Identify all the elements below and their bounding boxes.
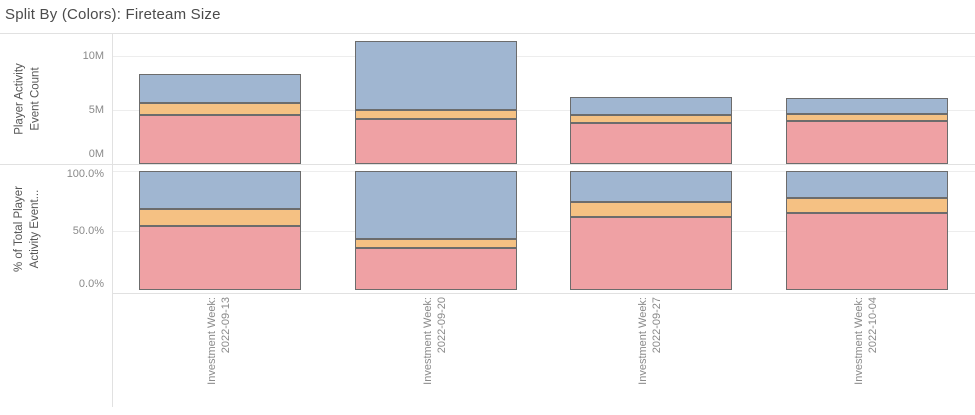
y-axis-title-line: Player Activity — [13, 62, 25, 135]
y-tick-label: 0.0% — [78, 277, 104, 290]
title-divider — [0, 33, 975, 34]
x-tick-label[interactable]: Investment Week: 2022-09-13 — [205, 297, 235, 407]
x-tick-label[interactable]: Investment Week: 2022-09-27 — [636, 297, 666, 407]
gridline — [113, 110, 975, 111]
y-tick-label: 50.0% — [72, 224, 104, 237]
y-axis-title-line: % of Total Player — [13, 185, 25, 273]
chart-title: Split By (Colors): Fireteam Size — [5, 6, 221, 23]
y-tick-label: 100.0% — [66, 168, 104, 180]
x-tick-label-line1: Investment Week: — [637, 297, 650, 385]
pink-segment[interactable] — [786, 212, 949, 290]
pink-segment[interactable] — [786, 120, 949, 164]
pink-segment[interactable] — [570, 217, 733, 290]
orange-segment[interactable] — [786, 113, 949, 121]
pink-segment[interactable] — [138, 225, 301, 290]
orange-segment[interactable] — [786, 198, 949, 213]
blue-segment[interactable] — [570, 96, 733, 115]
x-tick-label-line2: 2022-09-13 — [219, 297, 232, 354]
blue-segment[interactable] — [354, 171, 517, 240]
blue-segment[interactable] — [786, 98, 949, 114]
x-tick-label-line1: Investment Week: — [205, 297, 218, 385]
orange-segment[interactable] — [138, 102, 301, 116]
x-tick-label[interactable]: Investment Week: 2022-09-20 — [421, 297, 451, 407]
y-tick-label: 10M — [82, 50, 104, 62]
x-tick-label-line2: 2022-09-20 — [435, 297, 448, 354]
blue-segment[interactable] — [786, 171, 949, 199]
orange-segment[interactable] — [138, 209, 301, 226]
gridline — [113, 230, 975, 232]
blue-segment[interactable] — [354, 41, 517, 110]
blue-segment[interactable] — [138, 171, 301, 210]
blue-segment[interactable] — [570, 171, 733, 202]
pink-segment[interactable] — [354, 248, 517, 290]
x-axis-line — [112, 293, 975, 294]
orange-segment[interactable] — [354, 109, 517, 120]
x-tick-label-line1: Investment Week: — [421, 297, 434, 385]
pink-segment[interactable] — [354, 119, 517, 164]
x-tick-label[interactable]: Investment Week: 2022-10-04 — [852, 297, 882, 407]
orange-segment[interactable] — [354, 239, 517, 249]
row-divider — [0, 164, 975, 165]
orange-segment[interactable] — [570, 114, 733, 123]
gridline — [113, 56, 975, 57]
pink-segment[interactable] — [138, 115, 301, 164]
x-tick-label-line2: 2022-10-04 — [867, 297, 880, 354]
gridline — [113, 171, 975, 172]
y-tick-label: 0M — [88, 147, 104, 160]
y-axis-line — [112, 33, 113, 407]
y-tick-label: 5M — [88, 104, 104, 116]
x-tick-label-line2: 2022-09-27 — [651, 297, 664, 354]
blue-segment[interactable] — [138, 73, 301, 103]
orange-segment[interactable] — [570, 201, 733, 218]
pink-segment[interactable] — [570, 122, 733, 164]
x-tick-label-line1: Investment Week: — [853, 297, 866, 385]
